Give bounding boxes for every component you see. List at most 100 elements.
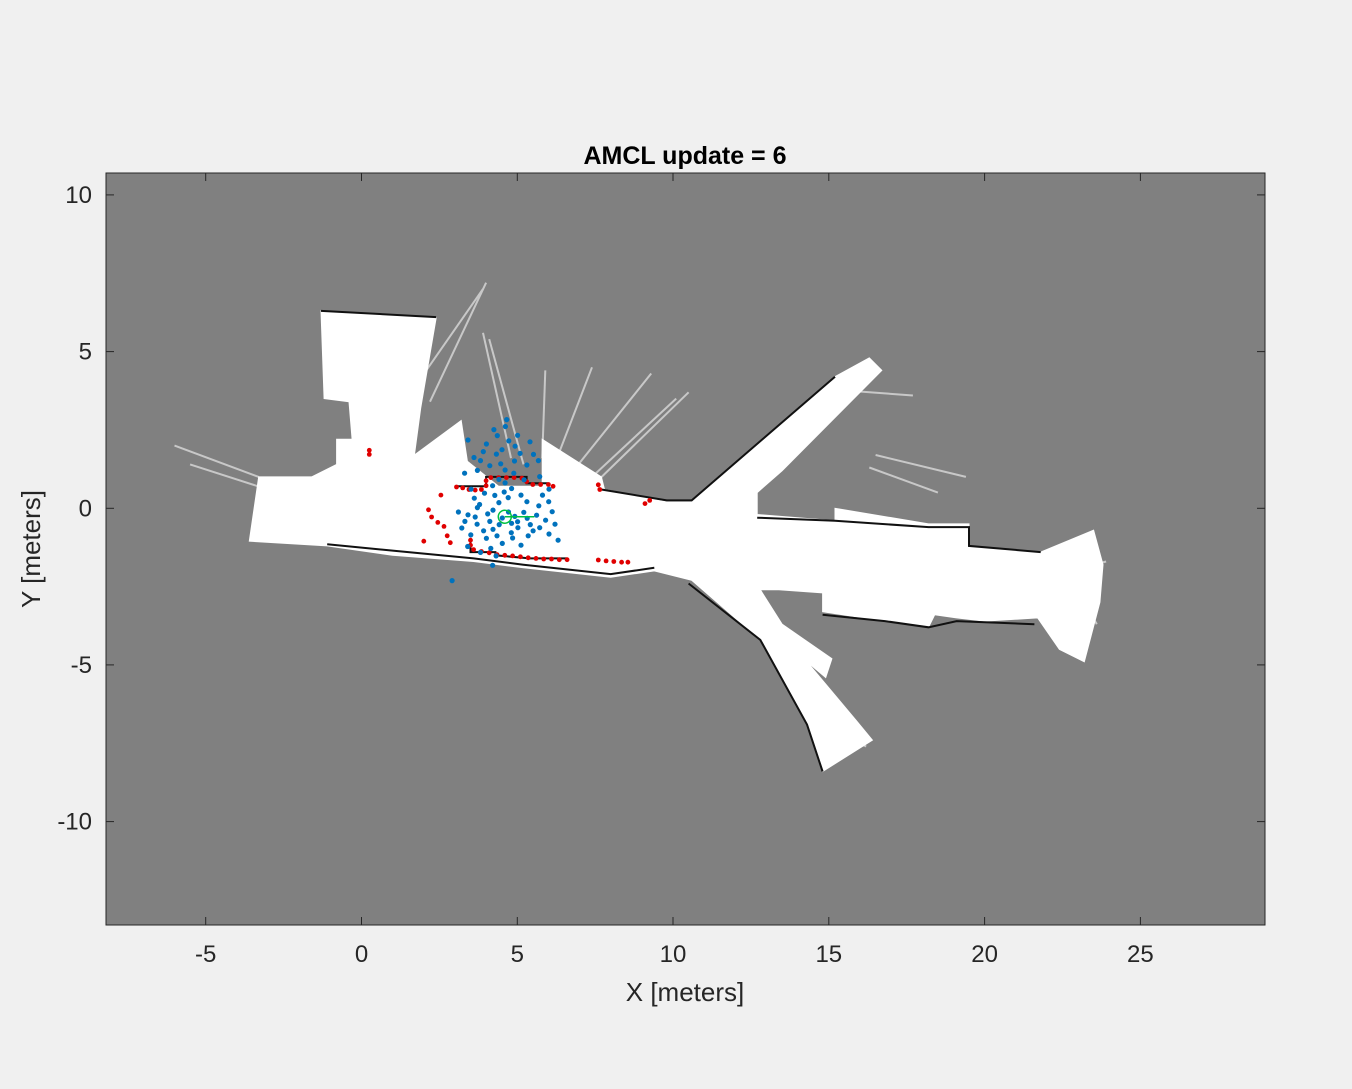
particle-19 bbox=[499, 515, 505, 521]
x-tick-label-1: 0 bbox=[355, 941, 368, 968]
scan-point-0 bbox=[454, 484, 459, 490]
particle-86 bbox=[509, 535, 516, 541]
map-wall-7 bbox=[320, 309, 437, 319]
scan-point-47 bbox=[619, 559, 624, 565]
scan-point-7 bbox=[488, 475, 494, 480]
scan-point-34 bbox=[438, 492, 444, 498]
map-ray-0 bbox=[174, 444, 260, 478]
x-axis-label: X [meters] bbox=[626, 977, 744, 1007]
x-tick-label-2: 5 bbox=[511, 941, 524, 968]
particle-4 bbox=[506, 438, 512, 444]
particle-41 bbox=[505, 495, 511, 501]
particle-79 bbox=[477, 458, 484, 464]
map-ray-5 bbox=[488, 338, 525, 465]
scan-point-3 bbox=[472, 487, 478, 493]
scan-point-5 bbox=[483, 483, 489, 489]
particle-42 bbox=[530, 528, 536, 534]
scan-point-44 bbox=[595, 557, 601, 563]
map-wall-4 bbox=[822, 613, 1035, 629]
y-tick-label-1: 5 bbox=[79, 339, 92, 366]
particle-50 bbox=[511, 458, 518, 464]
y-tick-label-4: -10 bbox=[57, 809, 92, 836]
particle-74 bbox=[490, 562, 496, 568]
scan-point-6 bbox=[483, 478, 489, 484]
particle-49 bbox=[515, 432, 521, 438]
x-tick-label-4: 15 bbox=[815, 941, 842, 968]
particle-40 bbox=[496, 500, 502, 506]
particle-21 bbox=[527, 522, 533, 528]
scan-point-1 bbox=[460, 485, 466, 491]
particle-37 bbox=[455, 509, 461, 515]
particle-12 bbox=[465, 437, 471, 443]
particle-46 bbox=[546, 499, 552, 505]
particle-54 bbox=[480, 449, 486, 455]
particle-83 bbox=[518, 492, 524, 498]
particle-25 bbox=[490, 526, 496, 532]
plot-frame bbox=[105, 172, 1266, 926]
scan-point-26 bbox=[525, 555, 531, 561]
particle-16 bbox=[524, 499, 530, 505]
particle-52 bbox=[483, 441, 489, 447]
particle-87 bbox=[525, 533, 531, 539]
particle-60 bbox=[487, 518, 493, 525]
particle-65 bbox=[515, 525, 521, 531]
scan-point-10 bbox=[511, 475, 517, 480]
particle-15 bbox=[509, 485, 515, 492]
particle-77 bbox=[502, 467, 508, 473]
scan-point-36 bbox=[429, 514, 434, 520]
particle-89 bbox=[488, 545, 494, 552]
particle-31 bbox=[468, 532, 474, 538]
particle-82 bbox=[501, 489, 507, 495]
scan-point-19 bbox=[471, 547, 476, 552]
scan-point-16 bbox=[550, 483, 556, 489]
scan-point-43 bbox=[597, 487, 603, 492]
scan-point-30 bbox=[556, 557, 562, 563]
particle-3 bbox=[517, 450, 523, 456]
x-tick-label-3: 10 bbox=[660, 941, 687, 968]
particle-53 bbox=[527, 439, 533, 445]
particle-81 bbox=[491, 427, 497, 433]
particle-36 bbox=[493, 553, 499, 559]
map-wall-6 bbox=[687, 582, 824, 772]
map-wall-3 bbox=[757, 516, 1041, 554]
scan-point-46 bbox=[611, 559, 617, 564]
particle-44 bbox=[490, 483, 496, 489]
particle-1 bbox=[502, 423, 508, 430]
scan-point-35 bbox=[426, 507, 431, 513]
particle-84 bbox=[481, 490, 488, 496]
particle-26 bbox=[508, 530, 514, 536]
particle-67 bbox=[462, 518, 468, 525]
scan-point-49 bbox=[647, 498, 653, 503]
occupancy-map bbox=[174, 282, 1107, 773]
scan-point-39 bbox=[444, 533, 450, 539]
scan-point-28 bbox=[541, 556, 547, 562]
y-axis-label: Y [meters] bbox=[16, 490, 46, 608]
particle-5 bbox=[487, 463, 493, 469]
scan-point-9 bbox=[504, 475, 509, 480]
particle-33 bbox=[499, 540, 505, 547]
particle-0 bbox=[499, 447, 505, 453]
map-ray-14 bbox=[868, 466, 939, 494]
scan-point-31 bbox=[564, 557, 570, 563]
map-ray-2 bbox=[416, 288, 484, 384]
particle-30 bbox=[552, 521, 558, 527]
particle-47 bbox=[462, 470, 468, 476]
chart-title: AMCL update = 6 bbox=[583, 142, 786, 170]
map-ray-4 bbox=[482, 332, 512, 459]
estimated-pose bbox=[497, 509, 535, 524]
particle-72 bbox=[537, 525, 543, 531]
particle-29 bbox=[549, 509, 555, 515]
x-tick-label-6: 25 bbox=[1127, 941, 1154, 968]
particle-88 bbox=[472, 514, 478, 520]
scan-point-32 bbox=[366, 447, 372, 453]
particle-32 bbox=[483, 535, 489, 541]
map-ray-13 bbox=[875, 454, 967, 478]
map-ray-8 bbox=[572, 372, 652, 472]
particle-9 bbox=[524, 462, 530, 468]
particle-27 bbox=[521, 509, 527, 515]
particle-28 bbox=[536, 503, 542, 509]
scan-point-25 bbox=[518, 554, 523, 560]
y-tick-label-0: 10 bbox=[65, 182, 92, 209]
map-ray-1 bbox=[189, 463, 269, 491]
